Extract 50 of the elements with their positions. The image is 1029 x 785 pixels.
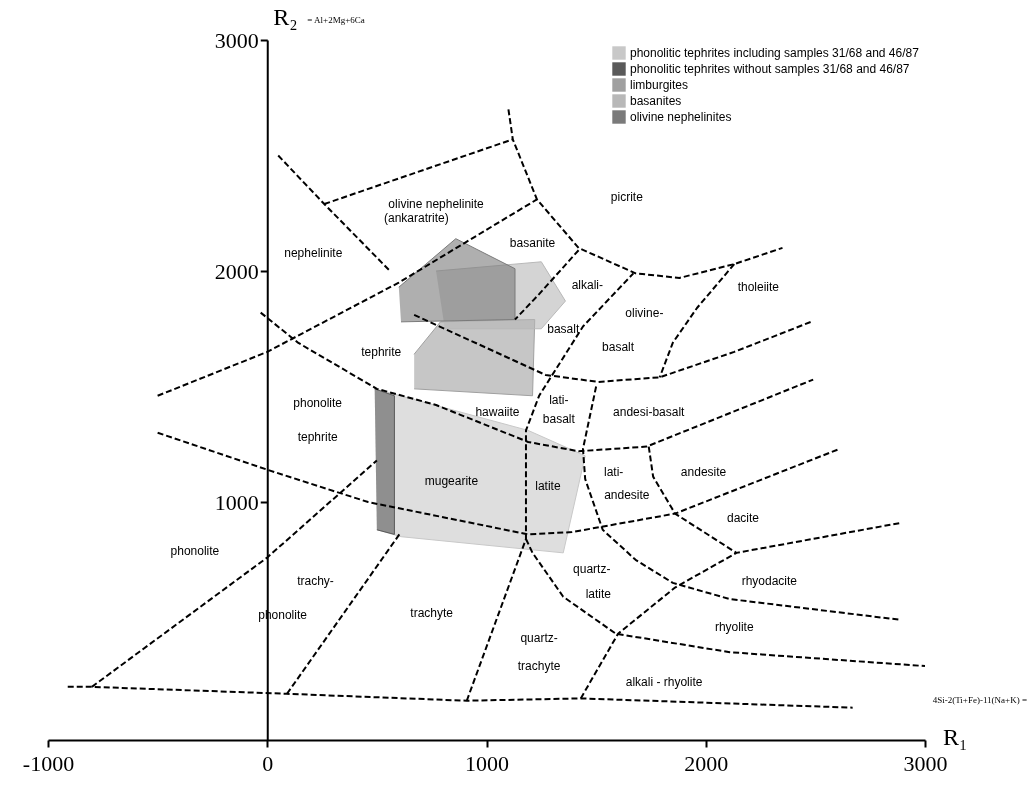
x-tick-label: 2000 — [684, 750, 729, 776]
annotation: olivine nephelinite — [388, 197, 485, 212]
x-tick-label: 0 — [262, 750, 274, 776]
annotation: andesite — [680, 465, 727, 480]
y-tick-label: 1000 — [214, 489, 259, 515]
x-tick-label: 3000 — [903, 750, 948, 776]
annotation: alkali- — [571, 277, 604, 292]
annotation: rhyolite — [714, 619, 754, 634]
legend-label: limburgites — [630, 78, 689, 92]
annotation: picrite — [610, 190, 644, 205]
annotation: quartz- — [520, 631, 558, 646]
legend-label: phonolitic tephrites without samples 31/68 and 46/87 — [630, 62, 910, 76]
annotation: basalt — [542, 411, 576, 426]
annotation: latite — [585, 587, 612, 602]
legend-label: olivine nephelinites — [630, 110, 732, 124]
annotation: basalt — [602, 340, 635, 355]
annotation: olivine- — [625, 305, 664, 320]
legend-label: basanites — [630, 94, 682, 108]
annotation: tephrite — [361, 344, 402, 359]
annotation: trachyte — [410, 605, 454, 620]
annotation: (ankaratrite) — [384, 210, 449, 225]
annotation: nephelinite — [284, 245, 343, 260]
annotation: phonolite — [170, 543, 220, 558]
x-tick-label: 1000 — [465, 750, 509, 776]
annotation: alkali - rhyolite — [625, 675, 703, 690]
annotation: hawaiite — [475, 404, 520, 419]
x-axis-title: R₁ — [943, 724, 968, 750]
annotation: latite — [535, 478, 561, 493]
annotation: mugearite — [424, 474, 479, 489]
text: = Al+2Mg+6Ca — [307, 15, 365, 25]
annotation: tholeiite — [737, 280, 780, 295]
annotation: lati- — [549, 393, 569, 408]
annotation: basanite — [509, 236, 556, 251]
y-axis-title: R₂ — [273, 4, 298, 30]
annotation: phonolite — [293, 395, 343, 410]
annotation: andesite — [604, 488, 650, 503]
annotation: basalt — [547, 321, 580, 336]
y-tick-label: 3000 — [214, 27, 259, 53]
annotation: andesi-basalt — [613, 404, 686, 419]
legend-label: phonolitic tephrites including samples 31/68 and 46/87 — [630, 46, 920, 60]
x-tick-label: -1000 — [22, 750, 75, 776]
annotation: lati- — [603, 465, 624, 480]
annotation: rhyodacite — [741, 573, 798, 588]
annotation: tephrite — [297, 430, 339, 445]
annotation: trachy- — [297, 573, 334, 588]
annotation: quartz- — [573, 562, 611, 577]
annotation: dacite — [727, 511, 760, 526]
annotation: trachyte — [517, 659, 561, 674]
text: 4Si-2(Ti+Fe)-11(Na+K) = — [932, 695, 1027, 705]
y-tick-label: 2000 — [214, 258, 259, 284]
